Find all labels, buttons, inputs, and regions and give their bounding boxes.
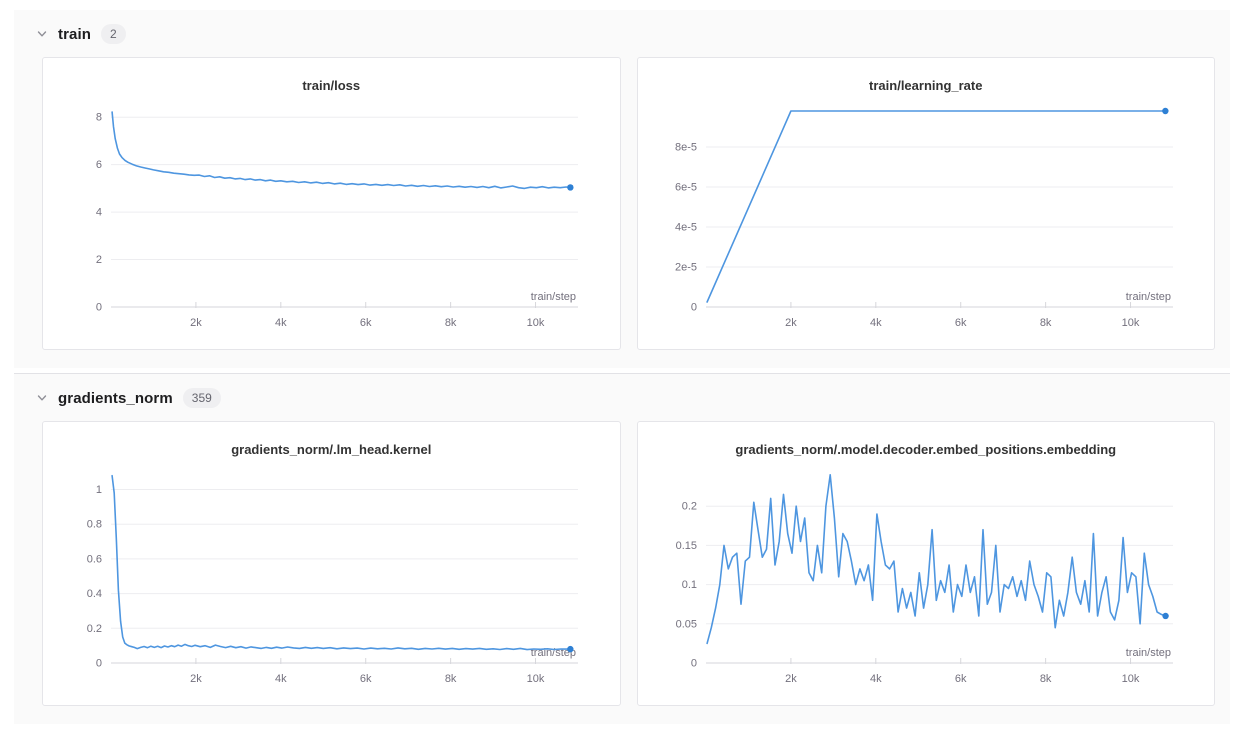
svg-text:10k: 10k [1121,673,1139,685]
svg-text:0: 0 [96,302,102,314]
chart-svg: 0 0.2 0.4 0.6 0.8 1 2k 4k 6k 8k 10k train/step [87,474,578,685]
section-count-badge: 2 [101,24,126,44]
chevron-down-icon [37,31,47,37]
svg-text:6k: 6k [954,317,966,329]
svg-text:2e-5: 2e-5 [674,262,696,274]
svg-text:train/step: train/step [1125,647,1170,659]
svg-text:4k: 4k [275,673,287,685]
svg-text:train/step: train/step [531,291,576,303]
section-title: train [58,25,92,43]
svg-text:train/step: train/step [1125,291,1170,303]
svg-text:4: 4 [96,207,102,219]
chart-card[interactable]: gradients_norm/.model.decoder.embed_posi… [636,421,1215,706]
svg-text:6: 6 [96,159,102,171]
section-header-train[interactable]: train 2 [37,24,1218,44]
chart-plot: 0 2e-5 4e-5 6e-5 8e-5 2k 4k 6k 8k 10k train/step [650,95,1203,343]
svg-text:8k: 8k [1039,317,1051,329]
svg-text:2k: 2k [785,673,797,685]
svg-text:2k: 2k [190,673,202,685]
section-header-gradients-norm[interactable]: gradients_norm 359 [37,388,1218,408]
svg-text:0.8: 0.8 [87,519,102,531]
chart-title: gradients_norm/.lm_head.kernel [231,442,432,457]
svg-text:10k: 10k [527,673,545,685]
chart-title: train/learning_rate [869,78,983,93]
svg-text:6k: 6k [360,673,372,685]
svg-text:8: 8 [96,112,102,124]
chart-svg: 0 2e-5 4e-5 6e-5 8e-5 2k 4k 6k 8k 10k train/step [674,107,1173,329]
chart-title: gradients_norm/.model.decoder.embed_posi… [735,442,1117,457]
chart-card[interactable]: gradients_norm/.lm_head.kernel 0 0.2 0.4 0.6… [42,421,621,706]
chart-svg: 0 2 4 6 8 2k 4k 6k 8k 10k train/step [96,111,578,329]
svg-text:0.4: 0.4 [87,588,102,600]
svg-text:train/step: train/step [531,647,576,659]
svg-text:4e-5: 4e-5 [674,222,696,234]
chart-row: gradients_norm/.lm_head.kernel 0 0.2 0.4 0.6… [42,421,1218,706]
svg-text:0: 0 [690,658,696,670]
svg-text:0: 0 [690,302,696,314]
svg-text:0.1: 0.1 [681,579,696,591]
svg-text:2k: 2k [190,317,202,329]
chart-plot: 0 0.2 0.4 0.6 0.8 1 2k 4k 6k 8k 10k train/step [55,459,608,699]
panel-section-gradients-norm: gradients_norm 359 gradients_norm/.lm_he… [14,373,1230,724]
svg-text:4k: 4k [275,317,287,329]
svg-text:6k: 6k [954,673,966,685]
chart-card[interactable]: train/loss 0 2 4 6 8 2k 4k 6k 8k 10k train/step [42,57,621,350]
chart-plot: 0 0.05 0.1 0.15 0.2 2k 4k 6k 8k 10k train/step [650,459,1203,699]
chart-svg: 0 0.05 0.1 0.15 0.2 2k 4k 6k 8k 10k train/step [675,474,1173,685]
chart-title: train/loss [302,78,361,93]
section-title: gradients_norm [58,389,173,407]
svg-text:0.2: 0.2 [681,501,696,513]
svg-text:2: 2 [96,254,102,266]
section-count-badge: 359 [182,388,221,408]
svg-text:0: 0 [96,658,102,670]
svg-text:0.15: 0.15 [675,540,696,552]
svg-text:8k: 8k [445,317,457,329]
chart-row: train/loss 0 2 4 6 8 2k 4k 6k 8k 10k train/step trai… [42,57,1218,350]
svg-text:0.05: 0.05 [675,618,696,630]
svg-text:8k: 8k [445,673,457,685]
svg-text:1: 1 [96,484,102,496]
svg-text:8e-5: 8e-5 [674,142,696,154]
chevron-down-icon [37,395,47,401]
svg-text:4k: 4k [870,673,882,685]
svg-text:0.2: 0.2 [87,623,102,635]
svg-text:6k: 6k [360,317,372,329]
panel-section-train: train 2 train/loss 0 2 4 6 8 2k 4k 6k 8k 10k train/… [14,10,1230,368]
svg-text:2k: 2k [785,317,797,329]
chart-card[interactable]: train/learning_rate 0 2e-5 4e-5 6e-5 8e-5 2k 4k… [636,57,1215,350]
svg-text:6e-5: 6e-5 [674,182,696,194]
chart-plot: 0 2 4 6 8 2k 4k 6k 8k 10k train/step [55,95,608,343]
svg-text:0.6: 0.6 [87,553,102,565]
svg-text:10k: 10k [1121,317,1139,329]
svg-text:10k: 10k [527,317,545,329]
svg-text:8k: 8k [1039,673,1051,685]
svg-text:4k: 4k [870,317,882,329]
